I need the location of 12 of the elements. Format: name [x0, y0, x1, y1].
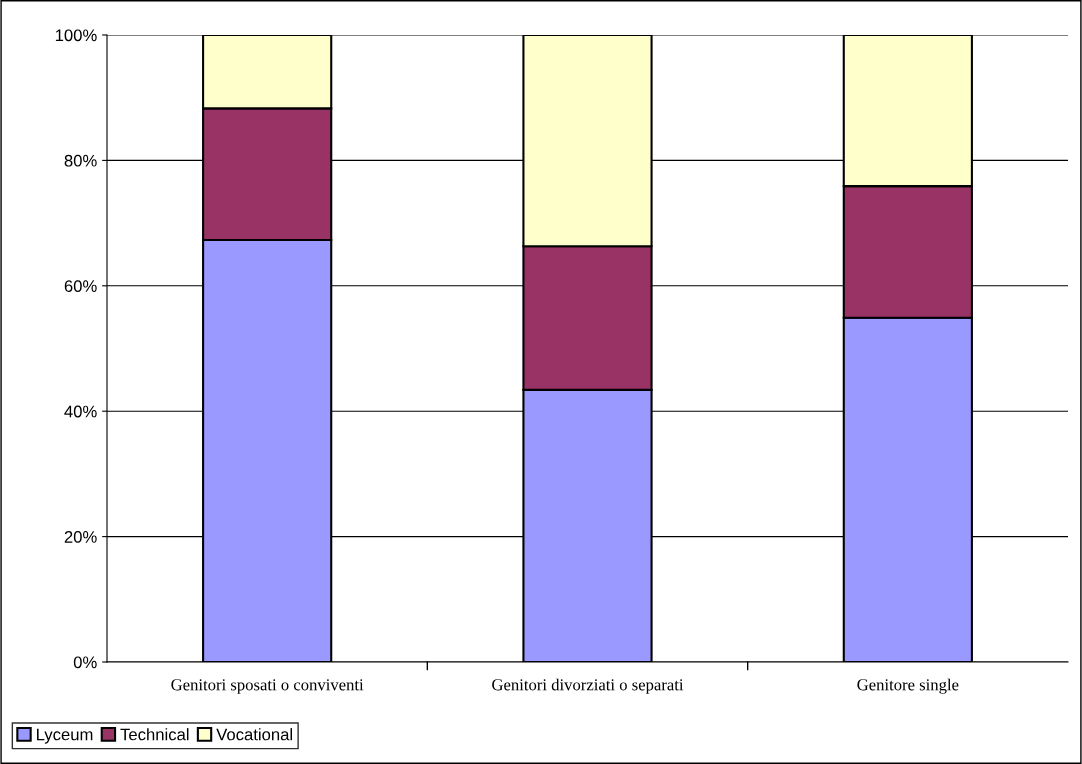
y-tick-label: 80% — [64, 154, 97, 167]
legend-label: Lyceum — [37, 728, 93, 744]
x-tick-label: Genitori divorziati o separati — [492, 678, 684, 694]
legend-label: Technical — [120, 728, 189, 741]
legend-label: Vocational — [216, 728, 292, 741]
x-tick-label: Genitori sposati o conviventi — [171, 679, 364, 694]
y-tick-label: 60% — [64, 280, 97, 292]
y-tick-label: 100% — [55, 29, 97, 42]
y-tick-label: 0% — [73, 656, 97, 669]
y-tick-label: 40% — [64, 405, 97, 418]
y-tick-label: 20% — [64, 531, 97, 543]
x-tick-label: Genitore single — [857, 678, 959, 694]
